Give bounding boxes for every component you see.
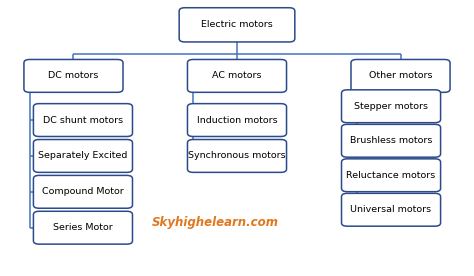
Text: Compound Motor: Compound Motor — [42, 187, 124, 196]
FancyBboxPatch shape — [341, 159, 440, 192]
FancyBboxPatch shape — [187, 104, 286, 137]
Text: Universal motors: Universal motors — [350, 205, 432, 214]
FancyBboxPatch shape — [179, 8, 295, 42]
Text: Series Motor: Series Motor — [53, 223, 113, 232]
FancyBboxPatch shape — [33, 140, 132, 172]
Text: Reluctance motors: Reluctance motors — [346, 171, 436, 180]
FancyBboxPatch shape — [351, 60, 450, 92]
FancyBboxPatch shape — [341, 90, 440, 123]
Text: Brushless motors: Brushless motors — [350, 136, 432, 145]
Text: Electric motors: Electric motors — [201, 20, 273, 29]
Text: Synchronous motors: Synchronous motors — [188, 152, 286, 160]
Text: Skyhighelearn.com: Skyhighelearn.com — [152, 216, 279, 229]
Text: DC motors: DC motors — [48, 71, 99, 80]
Text: Induction motors: Induction motors — [197, 116, 277, 124]
FancyBboxPatch shape — [341, 124, 440, 157]
FancyBboxPatch shape — [187, 60, 286, 92]
Text: Stepper motors: Stepper motors — [354, 102, 428, 111]
FancyBboxPatch shape — [33, 104, 132, 137]
Text: Other motors: Other motors — [369, 71, 432, 80]
Text: AC motors: AC motors — [212, 71, 262, 80]
FancyBboxPatch shape — [33, 211, 132, 244]
FancyBboxPatch shape — [24, 60, 123, 92]
Text: Separately Excited: Separately Excited — [38, 152, 128, 160]
Text: DC shunt motors: DC shunt motors — [43, 116, 123, 124]
FancyBboxPatch shape — [33, 176, 132, 208]
FancyBboxPatch shape — [341, 193, 440, 226]
FancyBboxPatch shape — [187, 140, 286, 172]
